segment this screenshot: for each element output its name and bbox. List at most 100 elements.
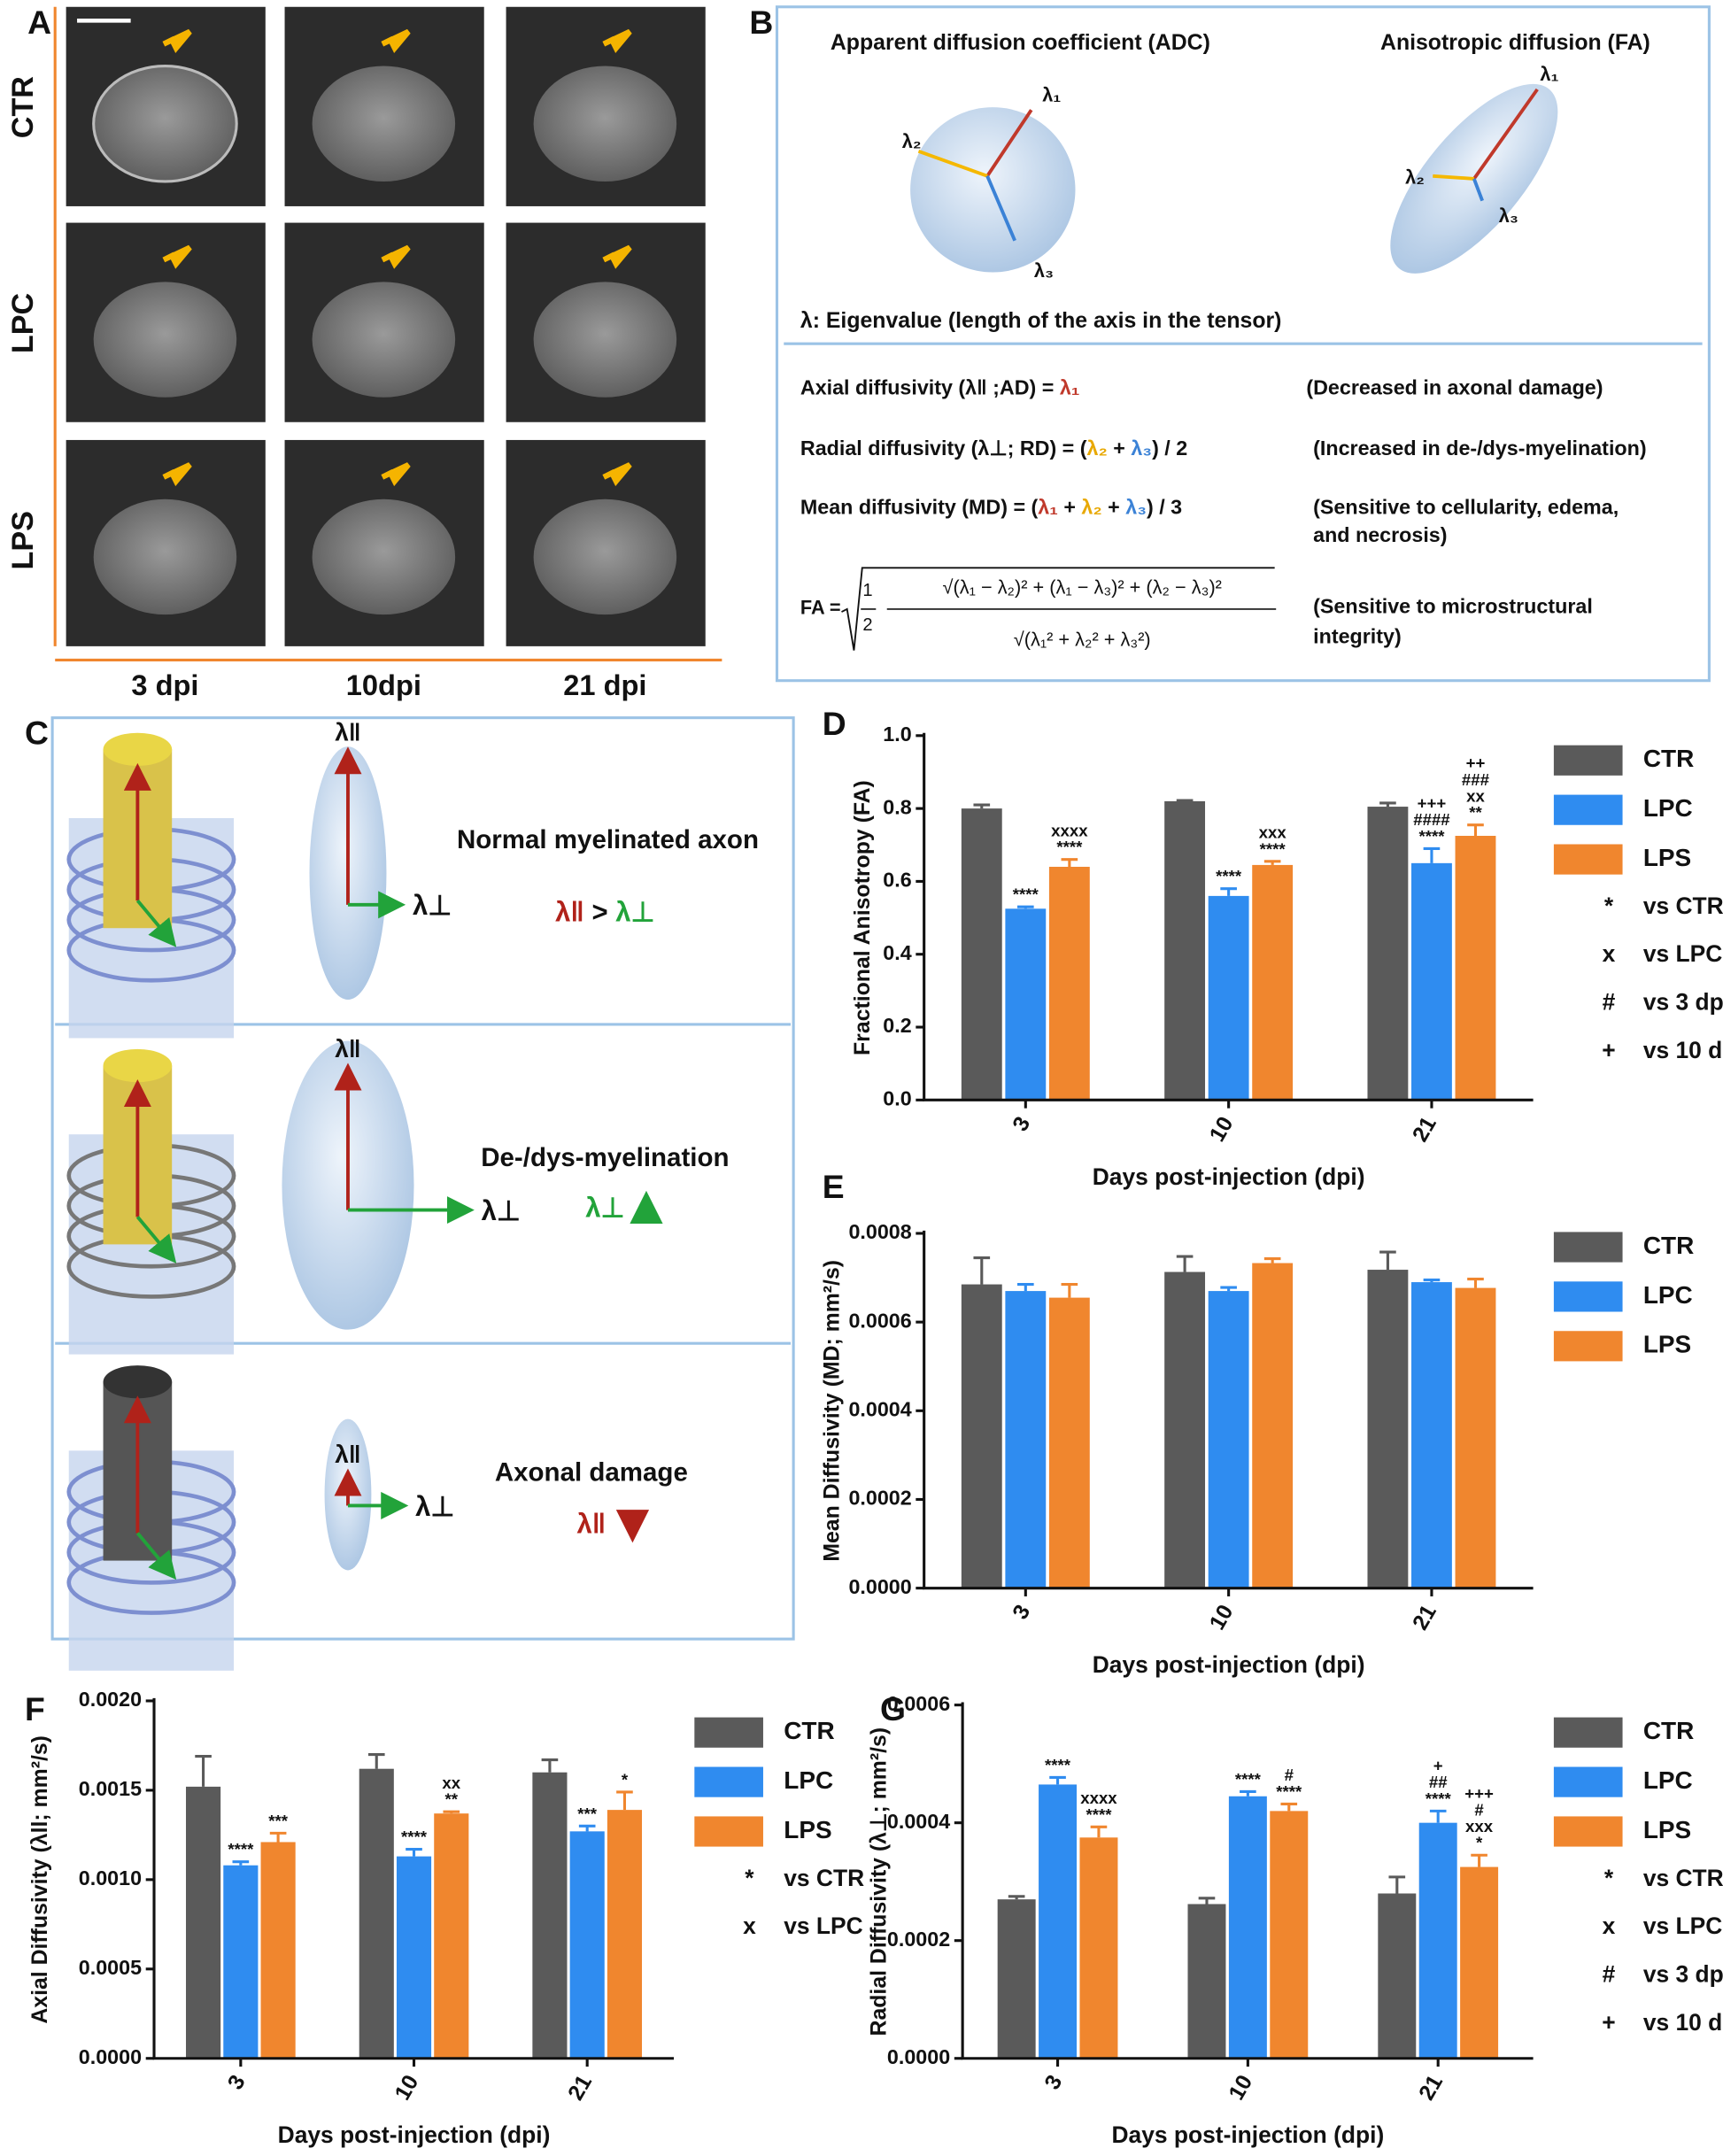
arrow-green — [135, 1216, 177, 1263]
y-tick-label: 0.0015 — [79, 1777, 142, 1800]
legend-note: vs LPC — [784, 1913, 862, 1939]
section-title: Anisotropic diffusion (FA) — [1380, 31, 1650, 55]
fraction: √(λ₁² + λ₂² + λ₃²) — [1014, 628, 1151, 650]
significance: # — [1474, 1800, 1484, 1819]
legend-swatch — [1553, 745, 1623, 776]
formula-part: λ₃ — [1131, 437, 1152, 460]
legend-note: vs LPC — [1643, 1913, 1722, 1939]
y-tick-label: 0.0020 — [79, 1688, 142, 1711]
error-bar — [1379, 1250, 1396, 1271]
x-tick-label: 21 — [1409, 1601, 1441, 1634]
axis-l2 — [917, 149, 988, 178]
axis-label: λ₃ — [1499, 205, 1518, 227]
formula-part: λ‖ — [555, 897, 584, 928]
error-bar — [1423, 846, 1441, 863]
bar — [359, 1768, 394, 2059]
y-tick-label: 0.0004 — [887, 1810, 950, 1833]
arrow-icon — [162, 244, 192, 269]
x-tick-label: 10 — [1225, 2071, 1257, 2104]
significance: #### — [1413, 810, 1450, 829]
note: (Decreased in axonal damage) — [1306, 376, 1603, 399]
note: (Sensitive to microstructural — [1313, 595, 1593, 618]
panel-label: F — [25, 1690, 45, 1727]
legend-symbol: + — [1602, 1037, 1615, 1063]
x-tick-label: 3 — [1040, 2071, 1067, 2093]
fraction: 1 — [862, 581, 872, 600]
legend-label: LPC — [1643, 1281, 1693, 1309]
error-bar — [1467, 823, 1484, 836]
lambda-parallel: λ‖ — [335, 719, 360, 746]
bar — [1455, 1287, 1496, 1588]
bar — [260, 1842, 296, 2059]
legend-swatch — [694, 1766, 763, 1797]
y-tick-label: 0.0006 — [887, 1692, 950, 1715]
formula-part: > — [584, 897, 615, 928]
formula-part: λ⊥ — [615, 897, 654, 928]
y-tick-label: 0.0010 — [79, 1866, 142, 1889]
axon-top — [103, 1365, 173, 1399]
x-axis-label: Days post-injection (dpi) — [1112, 2121, 1385, 2148]
legend-swatch — [1553, 1281, 1623, 1312]
legend-symbol: # — [1603, 1961, 1616, 1988]
x-tick-label: 21 — [564, 2071, 597, 2105]
formula-part: λ₃ — [1125, 496, 1147, 519]
y-tick-label: 0.0005 — [79, 1956, 142, 1979]
y-axis-label: Fractional Anisotropy (FA) — [851, 780, 875, 1055]
bar — [1208, 895, 1249, 1101]
bar — [961, 1284, 1002, 1588]
formula: Radial diffusivity (λ⊥; RD) = (λ₂ + λ₃) … — [800, 437, 1187, 460]
legend-symbol: x — [1603, 1913, 1616, 1939]
bar — [961, 808, 1002, 1101]
y-axis-label: Radial Diffusivity (λ⊥; mm²/s) — [868, 1727, 892, 2036]
legend-symbol: * — [1604, 893, 1614, 919]
y-tick-label: 0.0 — [883, 1087, 911, 1110]
x-tick-label: 3 — [1008, 1601, 1035, 1623]
axis-label: λ₂ — [1405, 166, 1425, 189]
error-bar — [195, 1755, 212, 1787]
error-bar — [541, 1758, 559, 1773]
axis-l3 — [985, 175, 1016, 242]
arrow-green — [135, 899, 177, 947]
bar — [1005, 1291, 1047, 1588]
y-tick-label: 0.2 — [883, 1014, 911, 1037]
significance: xxx — [1259, 823, 1287, 842]
note: and necrosis) — [1313, 523, 1447, 546]
mri-cord — [312, 498, 456, 615]
bar — [1164, 1271, 1206, 1588]
error-bar — [616, 1790, 633, 1811]
x-tick-label: 10 — [390, 2071, 423, 2104]
bar — [997, 1899, 1036, 2059]
significance: **** — [1013, 885, 1039, 904]
formula-part: Axial diffusivity (λ‖ ;AD) = — [800, 376, 1060, 399]
legend-label: LPS — [1643, 844, 1691, 871]
y-tick-label: 0.0000 — [79, 2045, 142, 2068]
formula-part: λ‖ — [576, 1509, 606, 1540]
y-tick-label: 0.0000 — [887, 2045, 950, 2068]
y-tick-label: 1.0 — [883, 723, 911, 746]
x-tick-label: 3 — [223, 2071, 250, 2093]
significance: # — [1285, 1766, 1294, 1784]
legend-swatch — [1553, 1816, 1623, 1847]
bar — [607, 1810, 643, 2059]
formula: Axial diffusivity (λ‖ ;AD) = λ₁ — [800, 376, 1080, 399]
row-label: LPS — [6, 511, 40, 569]
significance: **** — [1276, 1782, 1302, 1801]
formula: λ‖ — [576, 1509, 606, 1540]
error-bar — [1016, 1283, 1034, 1292]
y-tick-label: 0.0006 — [848, 1309, 911, 1332]
x-tick-label: 21 — [1409, 1113, 1441, 1147]
arrow-icon — [602, 462, 632, 487]
legend-symbol: + — [1602, 2009, 1615, 2036]
bar — [1187, 1904, 1226, 2059]
legend-label: LPC — [1643, 1766, 1693, 1794]
bar — [1367, 1270, 1409, 1588]
error-bar — [1176, 799, 1194, 802]
bar — [1252, 864, 1294, 1101]
lambda-perp: λ⊥ — [413, 890, 452, 921]
arrow-icon — [381, 28, 411, 53]
error-bar — [1049, 1775, 1066, 1785]
legend-note: vs CTR — [1643, 1865, 1723, 1891]
axis-label: λ₂ — [902, 130, 922, 152]
bar — [1270, 1811, 1309, 2059]
